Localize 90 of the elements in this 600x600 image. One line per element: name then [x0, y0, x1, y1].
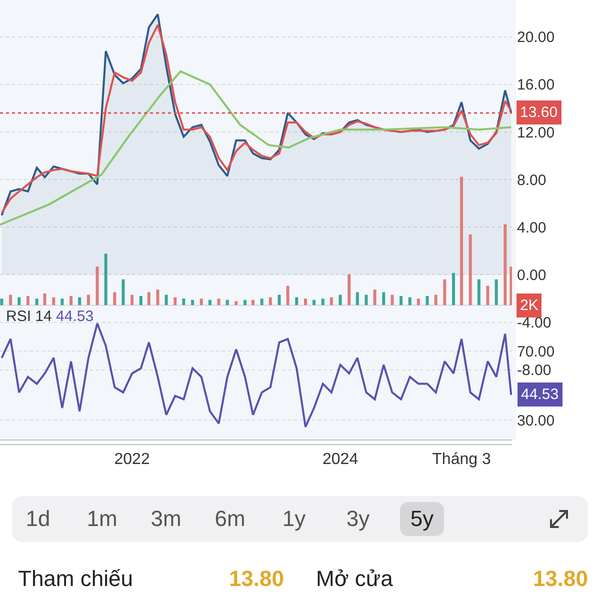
text: 1d [24, 505, 52, 533]
y-tick-label: -4.00 [517, 314, 552, 332]
bar [468, 234, 472, 305]
bar [494, 279, 498, 305]
bar [9, 294, 12, 305]
bar [113, 292, 116, 305]
text: 2K [520, 297, 538, 314]
text: 13.80 [532, 566, 588, 592]
bar [147, 292, 150, 305]
y-tick-label: 30.00 [517, 412, 555, 430]
y-tick-label: -8.00 [517, 362, 552, 380]
bar [434, 294, 438, 305]
text: Mở cửa [316, 566, 393, 592]
bar [382, 292, 386, 305]
bar [338, 294, 342, 305]
line-series [0, 322, 512, 428]
text: 5y [400, 502, 444, 536]
bar [182, 298, 186, 305]
chart-title: RSI 14 [6, 308, 52, 325]
bar [70, 296, 73, 305]
bar [426, 296, 429, 305]
text: 3y [345, 505, 371, 533]
y-tick-label: 16.00 [517, 76, 555, 94]
x-tick-label: Tháng 3 [432, 451, 491, 468]
bar [268, 297, 272, 305]
bar [139, 296, 142, 305]
y-tick-label: 70.00 [517, 343, 555, 360]
bar [18, 297, 21, 305]
bar [510, 266, 512, 305]
bar [122, 279, 125, 305]
bar [504, 224, 507, 305]
text: 13.80 [228, 566, 284, 592]
line-series [0, 70, 512, 226]
bar [400, 296, 403, 305]
bar [295, 297, 298, 305]
ref-line-label: 13.60 [520, 104, 558, 121]
y-tick-label: 0.00 [517, 266, 546, 284]
bar [104, 254, 108, 305]
bar [234, 301, 238, 305]
bar [260, 298, 264, 305]
text: 1y [281, 505, 307, 533]
bar [86, 294, 90, 305]
bar [373, 290, 376, 305]
bar [191, 300, 194, 305]
x-tick-label: 2024 [322, 451, 358, 468]
y-tick-label: 20.00 [517, 29, 555, 46]
bar [408, 297, 412, 305]
bar [208, 300, 212, 305]
bar [130, 294, 134, 305]
bar [416, 298, 420, 305]
bar [226, 300, 229, 305]
bar [26, 296, 30, 305]
bar [35, 298, 38, 305]
x-tick-label: 2022 [114, 451, 150, 468]
text: 1m [86, 505, 118, 533]
bar [78, 297, 82, 305]
y-tick-label: 4.00 [517, 219, 546, 236]
bar [244, 300, 247, 305]
text: Tham chiếu [18, 566, 133, 592]
bar [356, 292, 359, 305]
bar [0, 298, 4, 305]
line-series [0, 24, 512, 214]
y-tick-label: 8.00 [517, 172, 546, 189]
bar [164, 294, 168, 305]
bar [156, 290, 160, 305]
bar [390, 294, 394, 305]
bar [460, 176, 464, 305]
bar [52, 297, 56, 305]
bar [174, 297, 177, 305]
bar [96, 266, 99, 305]
bar [217, 298, 220, 305]
bar [321, 298, 324, 305]
text: 3m [150, 505, 182, 533]
text: 6m [214, 505, 246, 533]
bar [304, 298, 307, 305]
bar [252, 300, 254, 305]
bar [286, 286, 290, 305]
bar [348, 274, 351, 305]
bar [60, 298, 64, 305]
annotation: 44.53 [56, 308, 94, 325]
bar [443, 279, 446, 305]
bar [43, 293, 46, 305]
annotation: 44.53 [521, 386, 559, 403]
bar [312, 300, 316, 305]
y-tick-label: 12.00 [517, 124, 555, 142]
bar [330, 297, 333, 305]
bar [452, 272, 456, 305]
bar [477, 279, 480, 305]
bar [200, 298, 203, 305]
bar [486, 286, 490, 305]
